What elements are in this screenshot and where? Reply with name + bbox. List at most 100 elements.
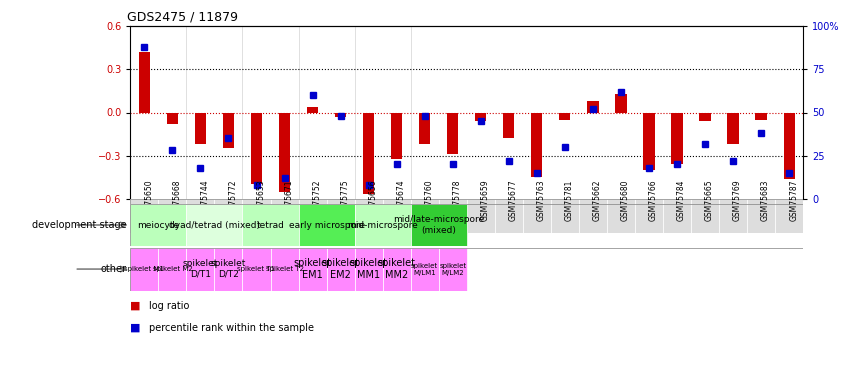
Bar [439,248,467,291]
Text: spikelet
MM1: spikelet MM1 [350,258,388,280]
Bar [532,112,542,177]
Bar [784,112,795,178]
Text: GSM75763: GSM75763 [537,180,546,221]
Bar [719,199,747,232]
Text: spikelet
M/LM1: spikelet M/LM1 [411,262,438,276]
Text: GSM75752: GSM75752 [313,180,321,221]
Bar [242,199,271,232]
Bar [391,112,402,159]
Bar [643,112,654,170]
Bar [495,199,523,232]
Text: dyad/tetrad (mixed): dyad/tetrad (mixed) [169,220,260,230]
Bar [158,248,187,291]
Text: GSM75665: GSM75665 [705,180,714,221]
Bar [475,112,486,121]
Text: GDS2475 / 11879: GDS2475 / 11879 [127,11,238,24]
Bar [616,94,627,112]
Bar [355,248,383,291]
Bar [299,204,355,246]
Bar [410,204,467,246]
Bar [326,199,355,232]
Text: spikelet
MM2: spikelet MM2 [378,258,415,280]
Text: GSM75680: GSM75680 [621,180,630,221]
Bar [251,112,262,184]
Text: GSM75653: GSM75653 [257,180,266,221]
Bar [187,204,242,246]
Text: GSM75662: GSM75662 [593,180,602,221]
Text: log ratio: log ratio [149,301,189,310]
Text: GSM75784: GSM75784 [677,180,686,221]
Text: spikelet M1: spikelet M1 [124,266,164,272]
Text: GSM75744: GSM75744 [200,180,209,221]
Bar [271,199,299,232]
Text: GSM75668: GSM75668 [172,180,182,221]
Bar [130,248,158,291]
Text: meiocyte: meiocyte [137,220,179,230]
Bar [579,199,607,232]
Bar [223,112,234,148]
Bar [503,112,515,138]
Bar [139,52,150,112]
Text: GSM75671: GSM75671 [284,180,294,221]
Text: spikelet T1: spikelet T1 [237,266,276,272]
Text: other: other [100,264,126,274]
Bar [383,199,410,232]
Text: spikelet
M/LM2: spikelet M/LM2 [439,262,466,276]
Text: ■: ■ [130,323,140,333]
Text: tetrad: tetrad [257,220,284,230]
Text: mid-microspore: mid-microspore [347,220,418,230]
Text: GSM75772: GSM75772 [229,180,237,221]
Bar [691,199,719,232]
Bar [158,199,187,232]
Bar [671,112,683,164]
Text: percentile rank within the sample: percentile rank within the sample [149,323,314,333]
Bar [523,199,551,232]
Text: spikelet
D/T1: spikelet D/T1 [182,260,218,279]
Text: GSM75775: GSM75775 [341,180,350,221]
Bar [410,248,439,291]
Bar [727,112,738,144]
Bar [242,204,299,246]
Text: GSM75760: GSM75760 [425,180,434,221]
Bar [447,112,458,154]
Text: GSM75650: GSM75650 [145,180,153,221]
Bar [214,199,242,232]
Bar [187,248,214,291]
Bar [130,204,187,246]
Text: spikelet
D/T2: spikelet D/T2 [211,260,246,279]
Text: ■: ■ [130,301,140,310]
Text: early microspore: early microspore [288,220,365,230]
Bar [700,112,711,121]
Bar [747,199,775,232]
Bar [410,199,439,232]
Bar [383,248,410,291]
Bar [335,112,346,117]
Bar [755,112,767,120]
Bar [467,199,495,232]
Bar [299,248,326,291]
Bar [299,199,326,232]
Bar [167,112,178,124]
Text: GSM75659: GSM75659 [481,180,489,221]
Bar [355,199,383,232]
Text: GSM75683: GSM75683 [761,180,770,221]
Bar [326,248,355,291]
Bar [363,112,374,194]
Text: GSM75677: GSM75677 [509,180,518,221]
Bar [419,112,431,144]
Bar [663,199,691,232]
Text: GSM75781: GSM75781 [565,180,574,221]
Bar [195,112,206,144]
Bar [587,101,599,112]
Text: GSM75674: GSM75674 [397,180,405,221]
Text: spikelet
EM2: spikelet EM2 [321,258,360,280]
Text: GSM75769: GSM75769 [733,180,742,221]
Bar [279,112,290,192]
Bar [551,199,579,232]
Bar [214,248,242,291]
Text: spikelet M2: spikelet M2 [152,266,193,272]
Text: GSM75778: GSM75778 [452,180,462,221]
Text: development stage: development stage [31,220,126,230]
Bar [607,199,635,232]
Text: spikelet T2: spikelet T2 [266,266,304,272]
